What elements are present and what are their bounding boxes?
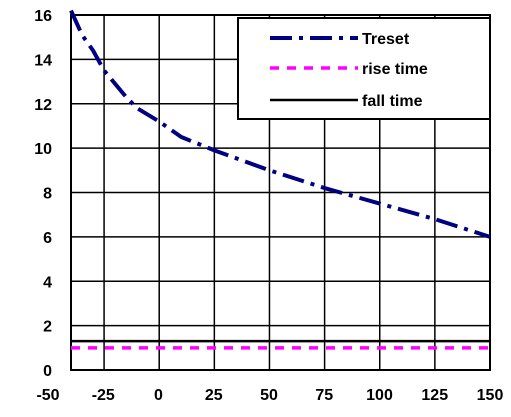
x-tick-label-4: 50 (260, 387, 278, 404)
legend-label-fall-time: fall time (362, 93, 423, 110)
x-tick-label-7: 125 (421, 387, 448, 404)
x-tick-label-6: 100 (366, 387, 393, 404)
y-axis-tick-labels: 0 2 4 6 8 10 12 14 16 (34, 8, 52, 380)
legend: Treset rise time fall time (237, 17, 491, 120)
y-tick-label-2: 4 (43, 274, 52, 291)
y-tick-label-3: 6 (43, 230, 52, 247)
legend-label-treset: Treset (362, 31, 410, 48)
x-tick-label-3: 25 (205, 387, 223, 404)
x-tick-label-0: -50 (36, 387, 59, 404)
legend-label-rise-time: rise time (362, 61, 428, 78)
y-tick-label-4: 8 (43, 186, 52, 203)
x-axis-tick-labels: -50 -25 0 25 50 75 100 125 150 (36, 387, 503, 404)
y-tick-label-7: 14 (34, 52, 52, 69)
legend-box (237, 17, 491, 120)
y-tick-label-5: 10 (34, 141, 52, 158)
y-tick-label-8: 16 (34, 8, 52, 25)
x-tick-label-5: 75 (315, 387, 333, 404)
series-line-treset (69, 9, 491, 239)
x-tick-label-1: -25 (92, 387, 115, 404)
y-tick-label-6: 12 (34, 97, 52, 114)
x-tick-label-8: 150 (477, 387, 504, 404)
x-tick-label-2: 0 (154, 387, 163, 404)
series-group (69, 9, 491, 350)
y-tick-label-0: 0 (43, 363, 52, 380)
y-tick-label-1: 2 (43, 319, 52, 336)
plot-area-border (70, 14, 491, 371)
